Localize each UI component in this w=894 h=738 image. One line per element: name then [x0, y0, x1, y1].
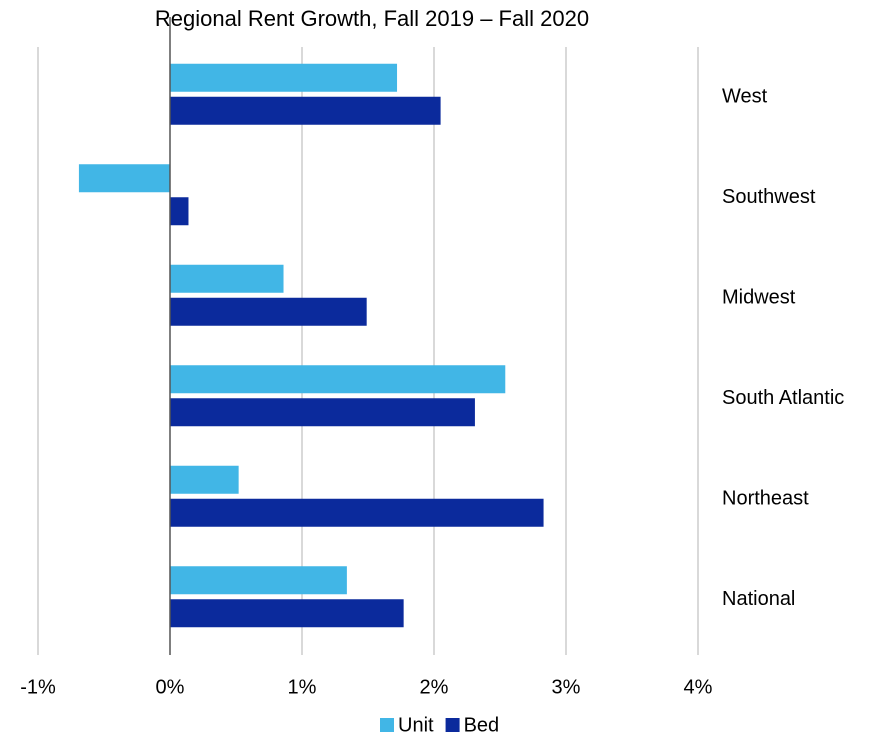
- bar: [170, 498, 544, 527]
- legend-label: Unit: [398, 714, 434, 736]
- bar: [170, 96, 441, 125]
- bar: [170, 264, 284, 293]
- bar: [170, 599, 404, 628]
- category-label: Northeast: [722, 488, 809, 510]
- x-tick-label: 2%: [420, 676, 449, 698]
- bar: [78, 164, 170, 193]
- bar: [170, 398, 475, 427]
- chart-title: Regional Rent Growth, Fall 2019 – Fall 2…: [155, 6, 589, 31]
- category-label: West: [722, 86, 768, 108]
- legend-label: Bed: [464, 714, 500, 736]
- legend-swatch: [445, 718, 460, 732]
- category-label: Midwest: [722, 287, 796, 309]
- x-tick-label: -1%: [20, 676, 56, 698]
- legend-swatch: [380, 718, 394, 732]
- bar: [170, 365, 506, 394]
- bar: [170, 566, 347, 595]
- x-tick-label: 4%: [684, 676, 713, 698]
- bar: [170, 63, 398, 92]
- category-label: National: [722, 588, 795, 610]
- x-tick-label: 0%: [156, 676, 185, 698]
- bar: [170, 465, 239, 494]
- bar: [170, 297, 367, 326]
- category-label: South Atlantic: [722, 387, 844, 409]
- category-label: Southwest: [722, 186, 816, 208]
- x-tick-label: 3%: [552, 676, 581, 698]
- bar: [170, 197, 189, 226]
- x-tick-label: 1%: [288, 676, 317, 698]
